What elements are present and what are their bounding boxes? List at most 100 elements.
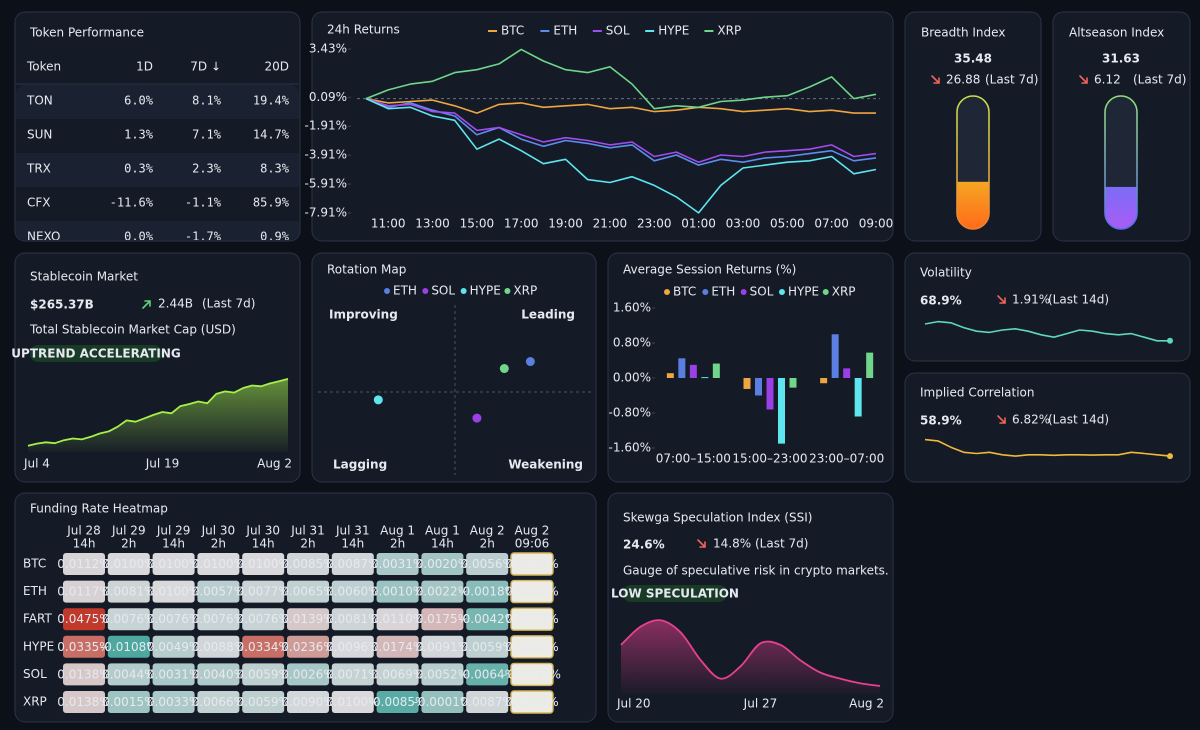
gauge-period: (Last 7d) [1133, 73, 1186, 87]
legend-label: SOL [750, 285, 774, 299]
heatmap-value: 0.0100% [102, 557, 155, 571]
heatmap-value: 0.0044% [102, 667, 155, 681]
heatmap-cell [242, 580, 285, 603]
column-date: Aug 2 [470, 524, 505, 538]
line [924, 438, 1171, 457]
gauge-change: 26.88 [946, 73, 980, 87]
heatmap-value: 0.0033% [147, 695, 200, 709]
heatmap-cell [287, 663, 329, 686]
heatmap-value: 0.0139% [281, 612, 334, 626]
table-cell: -1.7% [185, 230, 222, 244]
heatmap-cell [466, 691, 509, 713]
line [365, 97, 876, 114]
heatmap-cell [152, 635, 195, 658]
heatmap-value: 0.0090% [281, 695, 334, 709]
y-tick-label: 1.60% [613, 301, 651, 315]
gauge-value: 35.48 [954, 52, 992, 66]
y-tick-label: 0.09% [309, 90, 347, 104]
panel-title: Volatility [920, 266, 972, 280]
x-tick-label: 21:00 [593, 217, 628, 231]
heatmap-value: 0.0056% [461, 557, 514, 571]
gauge-outline [956, 95, 990, 230]
x-tick-label: 23:00 [637, 217, 672, 231]
subtitle: Total Stablecoin Market Cap (USD) [29, 323, 236, 337]
heatmap-cell [331, 691, 374, 713]
heatmap-value: 0.0088% [192, 640, 245, 654]
bar [666, 373, 674, 378]
badge-text: UPTREND ACCELERATING [11, 347, 180, 361]
column-date: Jul 28 [66, 524, 101, 538]
area-line [27, 378, 289, 447]
heatmap-cell [152, 580, 195, 603]
heatmap-cell [466, 635, 509, 658]
column-time: 14h [73, 537, 96, 551]
table-row [16, 187, 299, 221]
quadrant-label: Leading [521, 308, 575, 322]
x-tick-label: 09:00 [859, 217, 894, 231]
column-date: Aug 1 [380, 524, 415, 538]
token-name: NEXO [27, 230, 60, 244]
x-tick-label: Jul 19 [145, 457, 180, 471]
legend-swatch [702, 289, 709, 295]
heatmap-value: 0.0071% [326, 667, 379, 681]
heatmap-cell [107, 691, 150, 713]
end-marker [1167, 337, 1173, 344]
x-tick-label: Aug 2 [849, 697, 884, 711]
heatmap-cell [197, 580, 240, 603]
legend-label: XRP [832, 285, 856, 299]
headline-period: (Last 7d) [755, 537, 808, 551]
headline-value: 58.9% [920, 414, 962, 428]
table-cell: 14.7% [253, 128, 290, 142]
column-time: 2h [121, 537, 136, 551]
table-cell: 8.3% [260, 162, 290, 176]
heatmap-value: 0.0112% [57, 557, 110, 571]
panel [311, 11, 894, 242]
table-cell: 19.4% [253, 94, 290, 108]
bar [712, 363, 720, 378]
subtitle: Gauge of speculative risk in crypto mark… [623, 564, 889, 578]
heatmap-cell [63, 663, 105, 686]
heatmap-value: 0.0005% [505, 640, 558, 654]
y-tick-label: 0.00% [613, 371, 651, 385]
heatmap-value: 0.0065% [281, 585, 334, 599]
bar [678, 358, 686, 378]
heatmap-value: 0.0040% [192, 667, 245, 681]
table-cell: 0.0% [124, 230, 154, 244]
headline-period: (Last 14d) [1048, 293, 1109, 307]
heatmap-cell [197, 553, 240, 575]
heatmap-cell [107, 553, 150, 575]
badge [30, 345, 162, 362]
heatmap-value: 0.0031% [147, 667, 200, 681]
token-name: CFX [27, 196, 51, 210]
column-time: 2h [390, 537, 405, 551]
column-date: Jul 30 [201, 524, 236, 538]
badge-text: LOW SPECULATION [611, 587, 739, 601]
panel-title: Altseason Index [1069, 26, 1164, 40]
column-time: 14h [252, 537, 275, 551]
panel [311, 252, 597, 483]
heatmap-cell [421, 580, 464, 603]
panel-title: Skewga Speculation Index (SSI) [623, 511, 812, 525]
heatmap-cell [510, 662, 554, 687]
table-cell: 6.0% [124, 94, 154, 108]
heatmap-cell [197, 635, 240, 658]
table-cell: -1.1% [185, 196, 222, 210]
row-label: BTC [23, 557, 46, 571]
heatmap-cell [197, 691, 240, 713]
y-tick-label: -1.91% [305, 119, 347, 133]
heatmap-value: -0.0031% [503, 667, 561, 681]
heatmap-cell [242, 663, 285, 686]
heatmap-cell [287, 635, 329, 658]
bar [820, 378, 828, 384]
heatmap-cell [376, 580, 419, 603]
heatmap-cell [197, 663, 240, 686]
panel-title: Implied Correlation [920, 386, 1035, 400]
y-tick-label: -1.60% [609, 441, 651, 455]
heatmap-value: 0.0334% [237, 640, 290, 654]
heatmap-value: 0.0117% [57, 585, 110, 599]
heatmap-value: 0.0175% [416, 612, 469, 626]
panel-title: Stablecoin Market [30, 270, 138, 284]
heatmap-cell [63, 553, 105, 575]
table-cell: -11.6% [110, 196, 154, 210]
bar [789, 378, 797, 388]
